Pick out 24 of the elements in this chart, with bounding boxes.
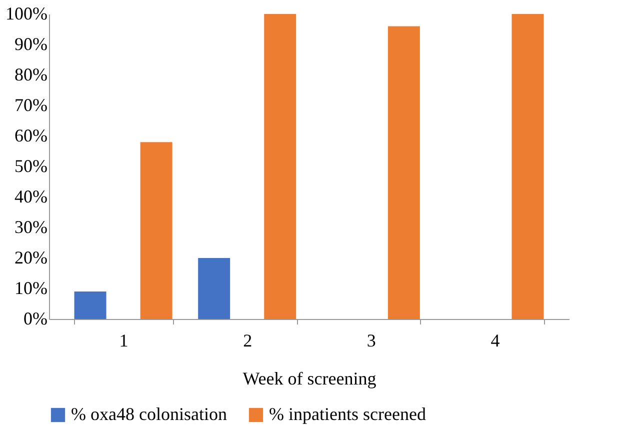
bar — [388, 26, 420, 319]
bar — [74, 292, 106, 319]
y-tick-label: 10% — [14, 278, 48, 298]
x-tick-label: 3 — [366, 330, 376, 350]
bar — [140, 142, 172, 319]
x-tick-label: 2 — [243, 330, 252, 350]
legend-label: % inpatients screened — [269, 404, 426, 424]
x-axis-title: Week of screening — [242, 368, 376, 388]
legend-label: % oxa48 colonisation — [71, 404, 227, 424]
y-tick-label: 20% — [14, 248, 48, 268]
y-tick-label: 80% — [14, 64, 48, 84]
y-tick-label: 60% — [14, 126, 48, 146]
y-tick-label: 40% — [14, 186, 48, 206]
y-tick-label: 0% — [24, 308, 48, 328]
x-tick-label: 4 — [490, 330, 500, 350]
y-tick-label: 90% — [14, 34, 48, 54]
bar — [198, 258, 230, 319]
y-tick-label: 50% — [14, 156, 48, 176]
y-tick-label: 100% — [6, 4, 48, 24]
y-tick-label: 30% — [14, 217, 48, 237]
y-tick-label: 70% — [14, 95, 48, 115]
bar — [264, 14, 296, 319]
x-tick-label: 1 — [119, 330, 128, 350]
bar — [512, 14, 544, 319]
